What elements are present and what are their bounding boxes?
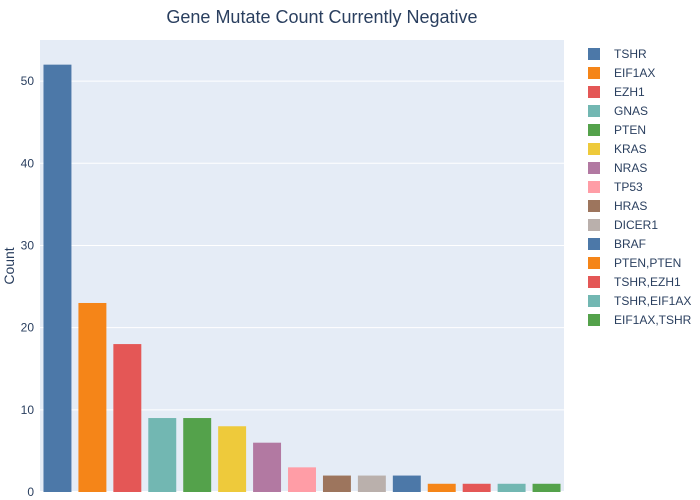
bar-gnas[interactable]: [148, 418, 177, 492]
y-axis-label: Count: [1, 247, 17, 284]
legend-label[interactable]: EZH1: [614, 85, 645, 99]
y-tick-label: 0: [27, 485, 34, 499]
y-tick-label: 50: [21, 74, 35, 88]
y-tick-label: 10: [21, 403, 35, 417]
legend-label[interactable]: GNAS: [614, 104, 648, 118]
bar-tp53[interactable]: [288, 467, 316, 492]
bar-eif1ax-tshr[interactable]: [532, 483, 561, 492]
y-tick-label: 30: [21, 238, 35, 252]
legend-label[interactable]: PTEN: [614, 123, 646, 137]
legend-label[interactable]: TSHR,EZH1: [614, 275, 681, 289]
legend-swatch[interactable]: [588, 48, 600, 60]
legend-label[interactable]: TP53: [614, 180, 643, 194]
y-tick-label: 20: [21, 321, 35, 335]
legend-swatch[interactable]: [588, 105, 600, 117]
bar-tshr-ezh1[interactable]: [462, 483, 491, 492]
legend-label[interactable]: BRAF: [614, 237, 646, 251]
legend-swatch[interactable]: [588, 295, 600, 307]
y-tick-labels: 0 10 20 30 40 50: [21, 74, 35, 499]
legend-label[interactable]: EIF1AX: [614, 66, 655, 80]
bar-tshr[interactable]: [43, 64, 72, 493]
legend-swatch[interactable]: [588, 257, 600, 269]
legend-swatch[interactable]: [588, 143, 600, 155]
bar-eif1ax[interactable]: [78, 302, 107, 492]
legend-label[interactable]: KRAS: [614, 142, 647, 156]
legend-swatch[interactable]: [588, 67, 600, 79]
y-tick-label: 40: [21, 156, 35, 170]
bar-kras[interactable]: [218, 426, 247, 492]
legend-swatch[interactable]: [588, 314, 600, 326]
legend-swatch[interactable]: [588, 86, 600, 98]
legend-swatch[interactable]: [588, 276, 600, 288]
legend-label[interactable]: TSHR,EIF1AX: [614, 294, 691, 308]
bar-braf[interactable]: [392, 475, 421, 492]
bar-pten[interactable]: [183, 418, 212, 492]
legend-label[interactable]: PTEN,PTEN: [614, 256, 681, 270]
legend-label[interactable]: NRAS: [614, 161, 647, 175]
legend-swatch[interactable]: [588, 238, 600, 250]
bar-pten-pten[interactable]: [427, 483, 456, 492]
bar-nras[interactable]: [253, 442, 282, 492]
legend-label[interactable]: TSHR: [614, 47, 647, 61]
legend-label[interactable]: HRAS: [614, 199, 647, 213]
legend-swatch[interactable]: [588, 200, 600, 212]
chart-title: Gene Mutate Count Currently Negative: [166, 7, 477, 27]
legend-label[interactable]: EIF1AX,TSHR: [614, 313, 692, 327]
bar-ezh1[interactable]: [113, 344, 142, 492]
legend-swatch[interactable]: [588, 162, 600, 174]
legend-label[interactable]: DICER1: [614, 218, 658, 232]
legend: TSHR EIF1AX EZH1 GNAS PTEN KRAS NRAS TP53 HRAS DI…: [588, 47, 692, 327]
legend-swatch[interactable]: [588, 181, 600, 193]
bars: [43, 64, 561, 493]
bar-tshr-eif1ax[interactable]: [497, 483, 526, 492]
bar-dicer1[interactable]: [357, 475, 386, 492]
legend-swatch[interactable]: [588, 219, 600, 231]
bar-hras[interactable]: [322, 475, 351, 492]
legend-swatch[interactable]: [588, 124, 600, 136]
